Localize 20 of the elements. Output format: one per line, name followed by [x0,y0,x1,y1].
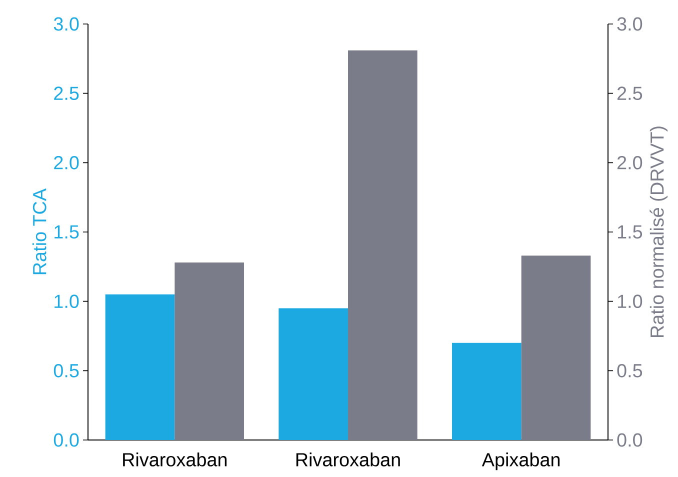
y-tick-label: 3.0 [54,17,79,31]
y-tick-label: 2.0 [54,156,79,170]
y-tick-label: 0.5 [54,364,79,378]
x-tick-label: Rivaroxaban [296,452,400,466]
y-tick-label: 1.0 [54,294,79,308]
y2-tick-label: 2.5 [617,86,642,100]
y2-axis-title: Ratio normalisé (DRVVT) [650,126,668,338]
bar [348,50,418,440]
y2-tick-label: 2.0 [617,156,642,170]
x-tick-label: Rivaroxaban [123,452,227,466]
y2-tick-label: 3.0 [617,17,642,31]
y-tick-label: 1.5 [54,225,79,239]
y-tick-label: 2.5 [54,86,79,100]
y2-tick-label: 1.0 [618,294,642,308]
y-tick-label: 0.0 [54,433,79,447]
y2-tick-label: 0.5 [617,364,642,378]
y-axis-title: Ratio TCA [32,188,46,274]
x-tick-label: Apixaban [482,452,560,470]
y2-tick-label: 0.0 [617,433,642,447]
y2-tick-label: 1.5 [618,225,642,239]
